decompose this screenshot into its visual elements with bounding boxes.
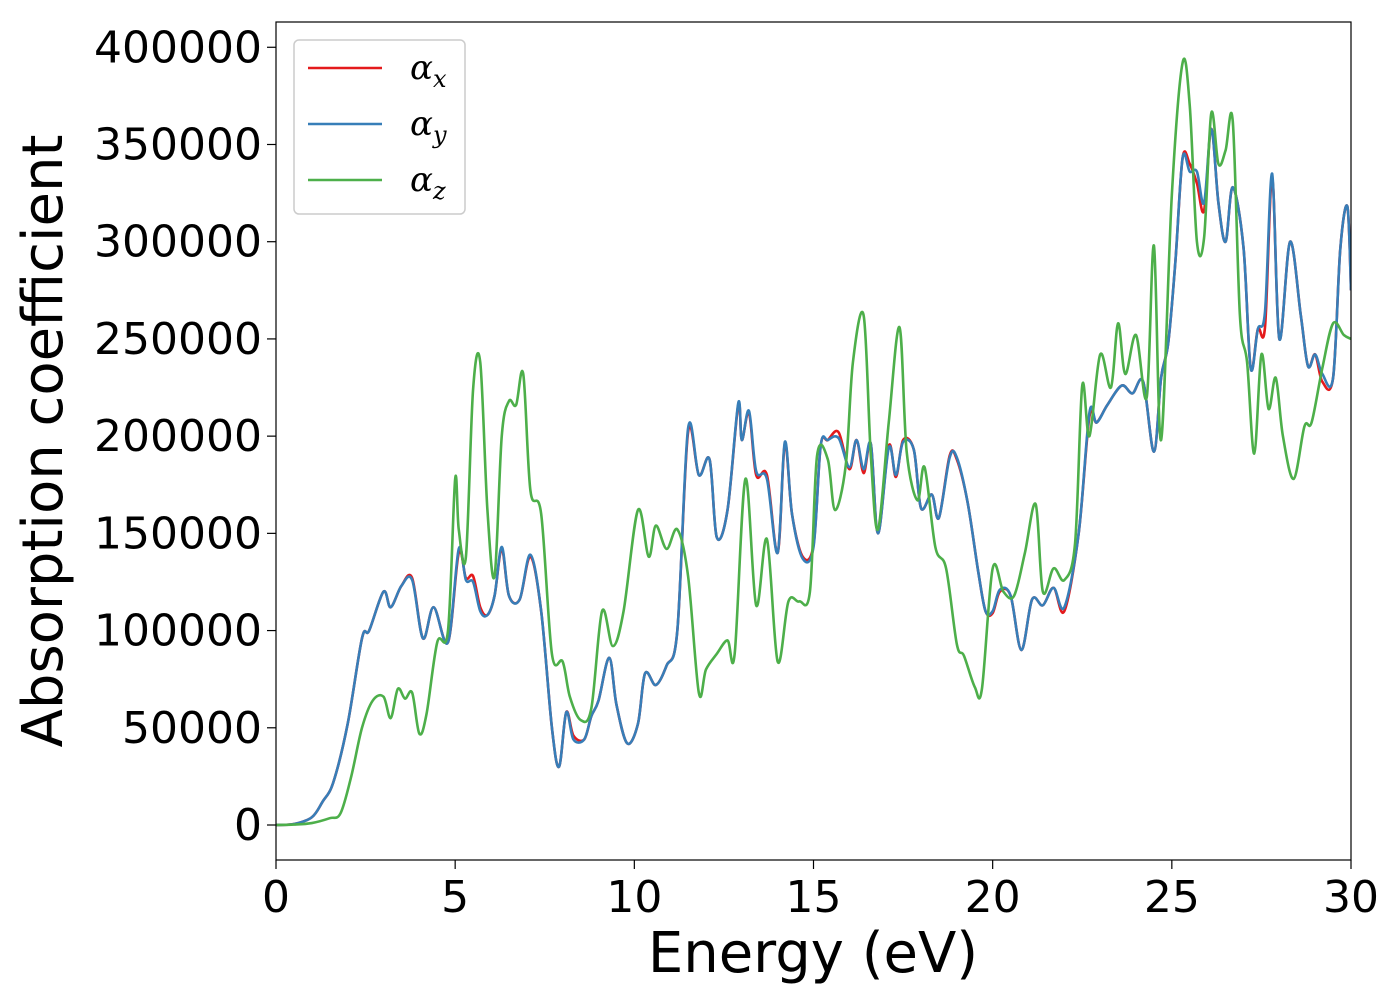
- series-line-y: [276, 127, 1351, 827]
- y-axis: 0 50000 100000 150000 200000 250000 300000 3500…: [94, 22, 276, 851]
- series-line-x: [276, 127, 1351, 827]
- legend-label-y: αy: [410, 104, 447, 149]
- x-axis-label: Energy (eV): [648, 921, 978, 986]
- y-axis-label: Absorption coefficient: [11, 135, 76, 748]
- legend-label-z: αz: [410, 160, 446, 205]
- series-line-z: [276, 57, 1351, 827]
- x-axis: 0 5 10 15 20 25 30: [262, 860, 1379, 923]
- legend: αx αy αz: [293, 39, 466, 215]
- legend-label-x: αx: [410, 48, 447, 93]
- x-tick-label: 20: [965, 872, 1021, 923]
- x-tick-label: 15: [786, 872, 842, 923]
- y-tick-label: 50000: [122, 703, 262, 754]
- x-tick-label: 30: [1323, 872, 1379, 923]
- y-tick-label: 250000: [94, 314, 262, 365]
- y-tick-label: 200000: [94, 411, 262, 462]
- y-tick-label: 350000: [94, 119, 262, 170]
- x-tick-label: 10: [606, 872, 662, 923]
- x-tick-label: 0: [262, 872, 290, 923]
- y-tick-label: 100000: [94, 606, 262, 657]
- x-tick-label: 5: [441, 872, 469, 923]
- y-tick-label: 400000: [94, 22, 262, 73]
- y-tick-label: 300000: [94, 217, 262, 268]
- y-tick-label: 150000: [94, 508, 262, 559]
- series-layer: [276, 57, 1351, 827]
- legend-box: [293, 39, 466, 215]
- x-tick-label: 25: [1144, 872, 1200, 923]
- y-tick-label: 0: [234, 800, 262, 851]
